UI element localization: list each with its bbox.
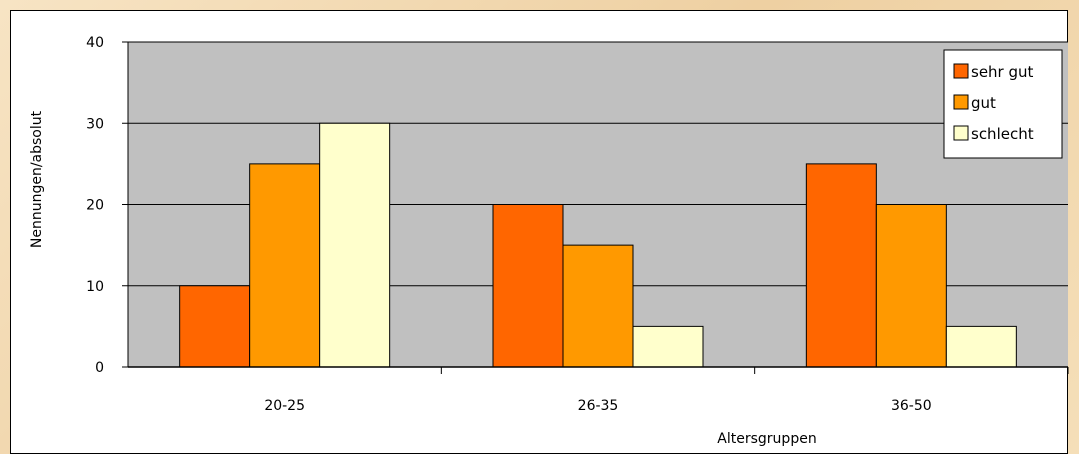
y-tick-label: 30 [86, 116, 104, 132]
legend: sehr gut gut schlecht [943, 49, 1063, 159]
legend-label: sehr gut [971, 63, 1034, 81]
x-tick-label: 20-25 [264, 398, 305, 414]
x-tick-label: 26-35 [578, 398, 619, 414]
bar-sehr-gut-20-25 [179, 285, 251, 368]
legend-swatch [953, 125, 969, 141]
bar-gut-36-50 [875, 204, 947, 368]
bar-gut-26-35 [562, 244, 634, 368]
bar-schlecht-20-25 [319, 122, 391, 368]
bar-sehr-gut-26-35 [492, 204, 564, 368]
x-tick-label: 36-50 [891, 398, 932, 414]
legend-label: gut [971, 94, 996, 112]
x-tick-labels: 20-25 26-35 36-50 [264, 398, 931, 414]
bar-schlecht-26-35 [632, 325, 704, 368]
y-tick-labels: 0 10 20 30 40 [86, 35, 104, 376]
bar-schlecht-36-50 [945, 325, 1017, 368]
bar-sehr-gut-36-50 [805, 163, 877, 368]
y-tick-label: 10 [86, 279, 104, 295]
y-axis-title: Nennungen/absolut [29, 110, 45, 248]
y-tick-label: 0 [95, 360, 104, 376]
x-axis-title: Altersgruppen [717, 431, 816, 447]
legend-swatch [953, 63, 969, 79]
bar-gut-20-25 [249, 163, 321, 368]
legend-swatch [953, 94, 969, 110]
y-tick-label: 40 [86, 35, 104, 51]
axes [122, 41, 1069, 374]
legend-label: schlecht [971, 125, 1034, 143]
y-tick-label: 20 [86, 198, 104, 214]
